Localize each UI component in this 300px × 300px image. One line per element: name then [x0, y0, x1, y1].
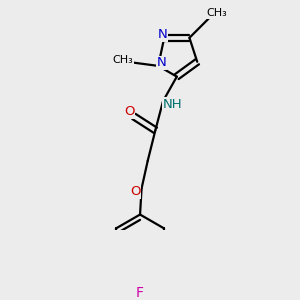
Text: CH₃: CH₃	[207, 8, 227, 18]
Text: O: O	[130, 185, 141, 198]
Text: O: O	[124, 105, 135, 119]
Text: N: N	[156, 56, 166, 69]
Text: N: N	[158, 28, 167, 41]
Text: CH₃: CH₃	[112, 55, 134, 65]
Text: F: F	[136, 286, 144, 300]
Text: NH: NH	[162, 98, 182, 111]
